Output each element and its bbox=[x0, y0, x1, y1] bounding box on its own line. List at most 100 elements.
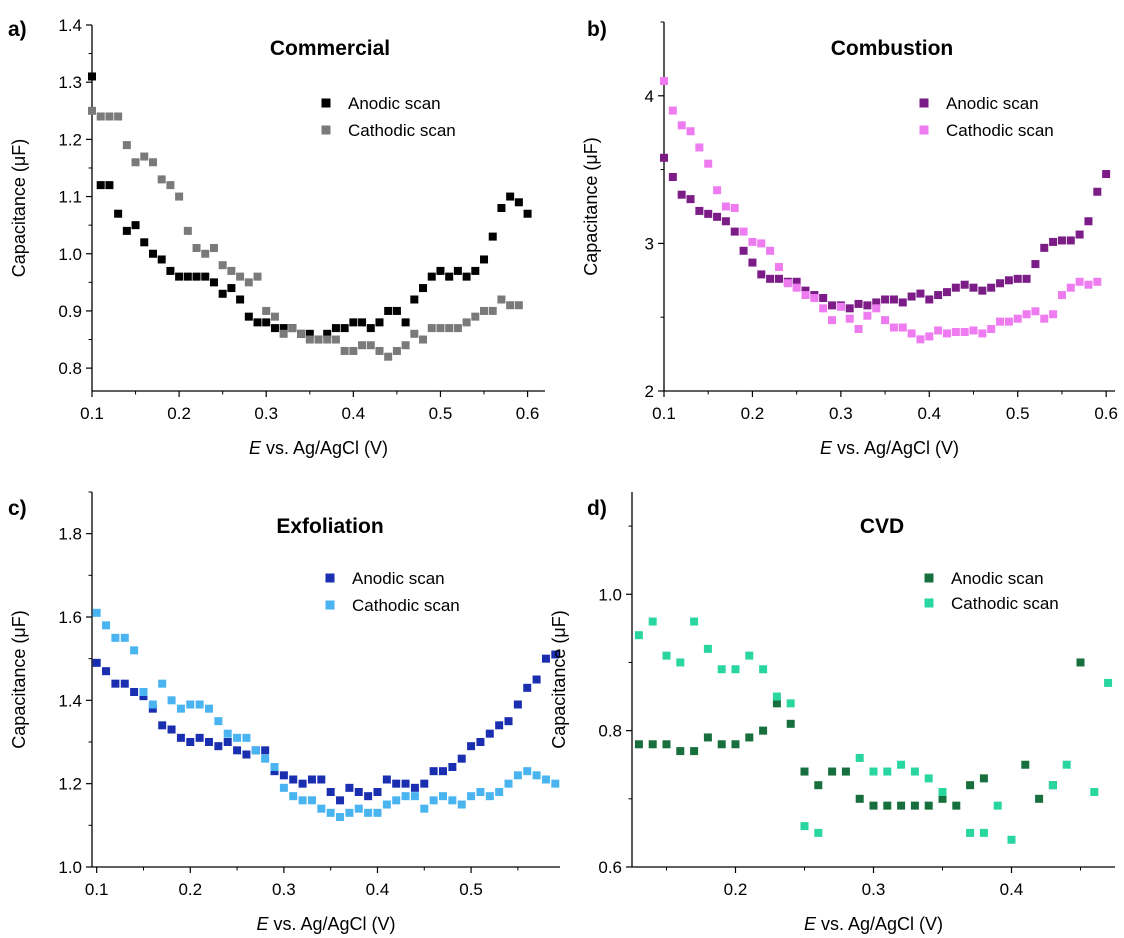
chart-panel: 0.1 0.2 0.3 0.4 0.5 0.6 2 3 4 E vs. Ag/AgCl (V) Ca… bbox=[581, 18, 1118, 458]
data-point bbox=[910, 767, 919, 776]
data-point bbox=[382, 800, 391, 809]
data-point bbox=[429, 767, 438, 776]
data-point bbox=[1057, 291, 1066, 300]
x-axis-label: E vs. Ag/AgCl (V) bbox=[256, 914, 395, 934]
data-point bbox=[704, 209, 713, 218]
data-point bbox=[358, 341, 367, 350]
data-point bbox=[148, 158, 157, 167]
data-point bbox=[828, 316, 837, 325]
data-point bbox=[439, 767, 447, 776]
data-point bbox=[713, 212, 722, 221]
data-point bbox=[662, 651, 671, 660]
data-point bbox=[1093, 277, 1102, 286]
y-tick-label: 1.4 bbox=[58, 691, 82, 710]
data-point bbox=[757, 270, 766, 279]
data-point bbox=[987, 283, 996, 292]
data-point bbox=[1066, 283, 1075, 292]
data-point bbox=[326, 808, 335, 817]
x-tick-label: 0.2 bbox=[167, 404, 191, 423]
data-point bbox=[445, 272, 454, 281]
data-point bbox=[488, 306, 497, 315]
data-point bbox=[270, 324, 279, 333]
data-point bbox=[205, 738, 213, 746]
data-point bbox=[233, 746, 242, 755]
series-cathodic bbox=[88, 106, 523, 361]
data-point bbox=[828, 301, 837, 310]
data-point bbox=[401, 341, 410, 350]
data-point bbox=[262, 306, 271, 315]
data-point bbox=[828, 767, 837, 776]
data-point bbox=[898, 323, 907, 332]
data-point bbox=[279, 783, 288, 792]
x-axis-label-text: vs. Ag/AgCl (V) bbox=[261, 438, 388, 458]
data-point bbox=[1076, 658, 1085, 667]
data-point bbox=[495, 788, 504, 796]
x-tick-label: 0.1 bbox=[85, 880, 109, 899]
data-point bbox=[251, 746, 260, 755]
y-tick-label: 3 bbox=[645, 234, 654, 253]
y-tick-label: 0.8 bbox=[58, 359, 82, 378]
data-point bbox=[176, 733, 185, 742]
data-point bbox=[340, 346, 349, 355]
legend-label: Anodic scan bbox=[951, 569, 1044, 588]
data-point bbox=[551, 650, 560, 659]
data-point bbox=[176, 704, 185, 713]
x-axis-label: E vs. Ag/AgCl (V) bbox=[804, 914, 943, 934]
data-point bbox=[513, 771, 522, 780]
data-point bbox=[349, 346, 358, 355]
data-point bbox=[366, 324, 375, 333]
data-point bbox=[457, 800, 466, 809]
data-point bbox=[523, 767, 532, 776]
data-point bbox=[366, 341, 375, 350]
data-point bbox=[721, 202, 730, 211]
data-point bbox=[854, 325, 863, 334]
data-point bbox=[731, 740, 740, 749]
data-point bbox=[969, 283, 978, 292]
data-point bbox=[686, 195, 695, 204]
data-point bbox=[317, 775, 326, 784]
data-point bbox=[845, 304, 854, 313]
data-point bbox=[800, 822, 809, 831]
panel-letter: d) bbox=[587, 497, 607, 520]
data-point bbox=[336, 813, 345, 821]
y-tick-label: 1.4 bbox=[58, 16, 82, 35]
panel-letter: b) bbox=[587, 18, 607, 41]
panel-title: Commercial bbox=[270, 37, 390, 60]
data-point bbox=[305, 329, 314, 338]
data-point bbox=[448, 763, 457, 771]
data-point bbox=[881, 295, 890, 304]
data-point bbox=[218, 289, 227, 298]
x-tick-label: 0.5 bbox=[1006, 404, 1030, 423]
data-point bbox=[158, 721, 167, 730]
data-point bbox=[1104, 678, 1113, 687]
data-point bbox=[314, 335, 323, 344]
legend-marker bbox=[919, 125, 929, 135]
data-point bbox=[183, 272, 192, 281]
data-point bbox=[952, 801, 961, 810]
data-point bbox=[1084, 280, 1093, 289]
legend-label: Anodic scan bbox=[348, 94, 441, 113]
data-point bbox=[289, 775, 298, 784]
data-point bbox=[745, 651, 754, 660]
data-point bbox=[786, 699, 795, 708]
data-point bbox=[157, 175, 166, 184]
y-tick-label: 1.0 bbox=[58, 858, 82, 877]
data-point bbox=[523, 209, 532, 218]
y-tick-label: 2 bbox=[645, 382, 654, 401]
data-point bbox=[1035, 794, 1044, 803]
data-point bbox=[677, 121, 686, 130]
data-point bbox=[942, 329, 951, 338]
data-point bbox=[978, 329, 987, 338]
data-point bbox=[467, 792, 476, 801]
data-point bbox=[167, 696, 176, 705]
y-tick-label: 1.0 bbox=[58, 245, 82, 264]
data-point bbox=[1013, 314, 1022, 323]
x-axis-label-symbol: E bbox=[249, 438, 262, 458]
data-point bbox=[872, 304, 881, 313]
data-point bbox=[924, 801, 933, 810]
data-point bbox=[236, 295, 245, 304]
x-axis-label: E vs. Ag/AgCl (V) bbox=[820, 438, 959, 458]
data-point bbox=[1022, 274, 1031, 283]
x-axis-label-symbol: E bbox=[820, 438, 833, 458]
x-tick-label: 0.1 bbox=[652, 404, 676, 423]
